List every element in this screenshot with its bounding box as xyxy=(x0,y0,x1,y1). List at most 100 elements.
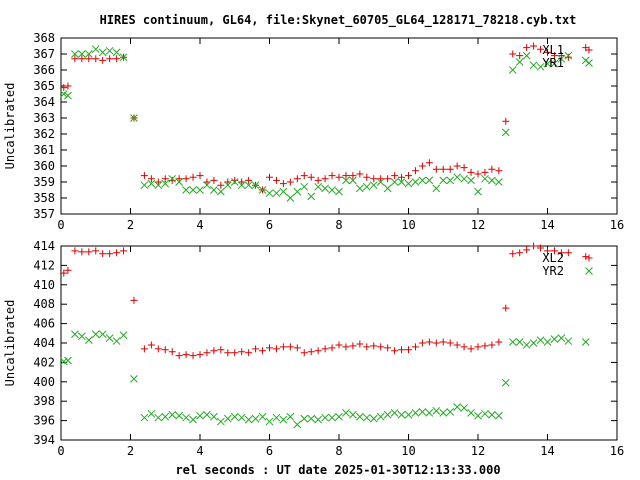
data-point xyxy=(530,242,538,250)
data-point xyxy=(168,348,176,356)
data-point xyxy=(147,179,156,188)
x-tick-label: 4 xyxy=(196,218,203,232)
data-point xyxy=(120,247,128,255)
x-tick-label: 12 xyxy=(471,218,485,232)
data-point xyxy=(266,173,273,181)
data-point xyxy=(488,165,496,173)
bottom-panel: 394 396 398 400 402 404 406 408 410 412 414 0 2 4 6 8 10… xyxy=(3,239,624,458)
legend-marker xyxy=(585,267,593,275)
data-point xyxy=(501,128,510,137)
data-point xyxy=(182,351,190,359)
data-point xyxy=(231,176,239,184)
data-point xyxy=(446,339,454,347)
data-point xyxy=(460,343,468,351)
data-point xyxy=(272,189,281,198)
series-xl2 xyxy=(60,242,590,360)
y-tick-label: 361 xyxy=(33,143,55,157)
data-point xyxy=(251,181,260,190)
data-point xyxy=(196,186,204,194)
data-point xyxy=(405,346,412,354)
data-point xyxy=(481,342,489,350)
data-point xyxy=(244,181,253,190)
legend-marker xyxy=(585,59,593,67)
data-point xyxy=(105,46,114,55)
y-tick-label: 400 xyxy=(33,375,55,389)
y-tick-label: 358 xyxy=(33,191,55,205)
data-point xyxy=(446,408,455,416)
data-point xyxy=(523,44,531,52)
data-point xyxy=(370,175,378,183)
data-point xyxy=(85,55,93,63)
data-point xyxy=(522,51,531,60)
legend-label: YR2 xyxy=(542,264,564,278)
data-point xyxy=(60,269,68,277)
data-point xyxy=(293,344,301,352)
data-point xyxy=(432,339,440,347)
y-tick-label: 398 xyxy=(33,394,55,408)
data-point xyxy=(494,411,503,420)
data-point xyxy=(85,248,93,256)
data-point xyxy=(453,162,461,170)
data-point xyxy=(328,172,336,180)
data-point xyxy=(397,410,406,419)
data-point xyxy=(154,181,163,190)
data-point xyxy=(307,173,315,181)
data-point xyxy=(189,415,197,424)
data-point xyxy=(523,246,531,254)
data-point xyxy=(168,174,177,183)
data-point xyxy=(244,415,253,424)
data-point xyxy=(550,52,558,60)
data-point xyxy=(154,345,162,353)
data-point xyxy=(293,175,301,183)
data-point xyxy=(536,336,545,344)
data-point xyxy=(550,335,559,343)
data-point xyxy=(460,174,468,183)
data-point xyxy=(300,414,309,423)
data-point xyxy=(390,408,399,417)
data-point xyxy=(161,346,169,354)
data-point xyxy=(307,192,316,201)
data-point xyxy=(474,170,482,178)
data-point xyxy=(59,90,68,98)
data-point xyxy=(279,343,287,351)
data-point xyxy=(154,413,163,422)
data-point xyxy=(189,186,197,194)
data-point xyxy=(314,347,322,355)
data-point xyxy=(119,53,128,62)
data-point xyxy=(349,342,357,350)
data-point xyxy=(349,176,357,185)
data-point xyxy=(252,345,260,353)
y-tick-label: 362 xyxy=(33,127,55,141)
data-point xyxy=(112,48,121,57)
x-tick-label: 0 xyxy=(57,218,64,232)
data-point xyxy=(362,413,371,422)
data-point xyxy=(71,55,79,63)
y-tick-label: 408 xyxy=(33,297,55,311)
data-point xyxy=(99,250,107,258)
data-point xyxy=(474,411,482,420)
data-point xyxy=(77,332,86,341)
data-point xyxy=(355,184,364,193)
data-point xyxy=(265,189,274,198)
data-point xyxy=(369,181,378,190)
y-tick-label: 414 xyxy=(33,239,55,253)
data-point xyxy=(98,48,107,57)
data-point xyxy=(335,187,343,196)
top-panel: 357 358 359 360 361 362 363 364 365 366 367 368 0 2 4 6… xyxy=(3,31,624,232)
data-point xyxy=(544,48,551,56)
data-point xyxy=(105,334,114,343)
y-tick-label: 366 xyxy=(33,63,55,77)
data-point xyxy=(321,175,329,183)
data-point xyxy=(140,172,148,180)
data-point xyxy=(376,412,385,421)
data-point xyxy=(509,250,517,258)
data-point xyxy=(481,409,489,418)
data-point xyxy=(64,356,72,365)
data-point xyxy=(397,178,406,186)
data-point xyxy=(99,56,107,64)
data-point xyxy=(391,347,399,355)
data-point xyxy=(258,186,267,194)
data-point xyxy=(377,175,385,183)
data-point xyxy=(293,420,302,429)
